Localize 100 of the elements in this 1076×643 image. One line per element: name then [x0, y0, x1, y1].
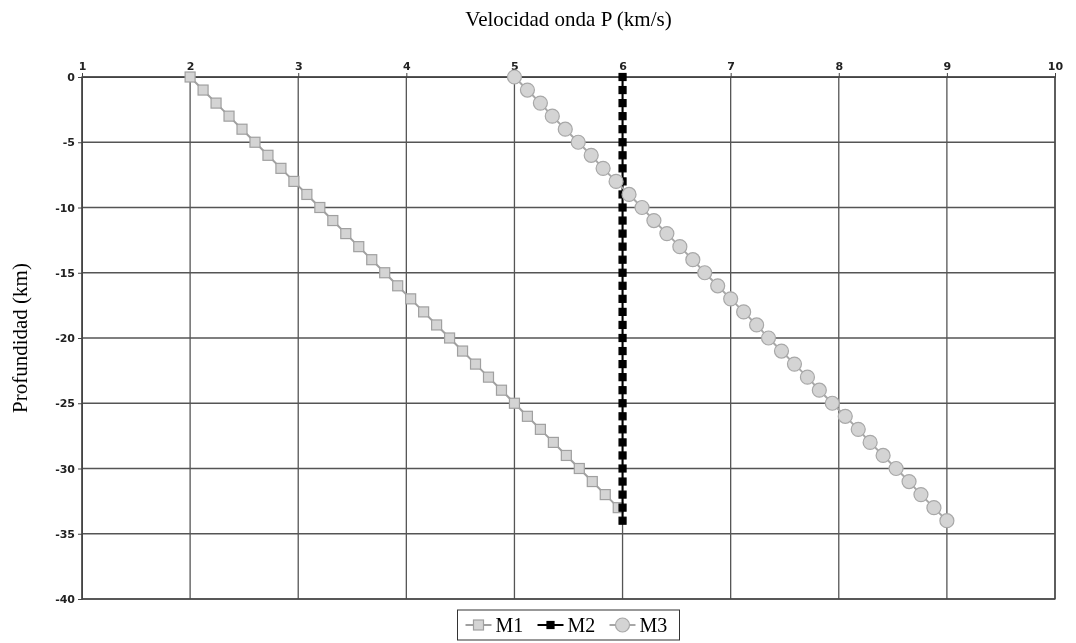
- point: [618, 412, 627, 421]
- legend-label: M1: [495, 614, 524, 636]
- point: [723, 291, 739, 307]
- y-tick-label: -35: [55, 527, 75, 541]
- point: [618, 242, 627, 251]
- y-tick-label: -40: [55, 593, 76, 607]
- point: [288, 175, 300, 187]
- point: [431, 319, 443, 331]
- point: [519, 82, 536, 98]
- point: [583, 147, 599, 163]
- point: [939, 513, 955, 529]
- point: [547, 436, 559, 448]
- point: [618, 438, 627, 447]
- point: [697, 265, 713, 281]
- point: [608, 173, 624, 189]
- point: [618, 268, 627, 277]
- point: [888, 460, 904, 477]
- point: [379, 267, 391, 279]
- point: [560, 449, 572, 462]
- point: [618, 399, 627, 408]
- point: [618, 307, 627, 316]
- point: [618, 477, 627, 486]
- point: [418, 306, 430, 318]
- x-tick-label: 3: [294, 60, 303, 73]
- point: [618, 72, 627, 82]
- point: [521, 410, 534, 422]
- point: [618, 490, 627, 499]
- point: [618, 216, 627, 225]
- point: [532, 95, 548, 111]
- x-tick-label: 2: [186, 60, 195, 73]
- point: [262, 149, 274, 161]
- point: [672, 239, 688, 255]
- point: [197, 84, 209, 96]
- point: [210, 97, 222, 109]
- x-tick-label: 9: [943, 60, 952, 73]
- point: [544, 108, 560, 124]
- x-tick-label: 4: [403, 60, 412, 73]
- point: [786, 356, 803, 372]
- point: [340, 228, 352, 240]
- point: [618, 373, 627, 382]
- point: [659, 226, 675, 242]
- point: [760, 330, 777, 346]
- point: [236, 123, 248, 135]
- x-tick-label: 5: [511, 60, 519, 73]
- point: [824, 395, 840, 411]
- y-tick-label: 0: [67, 71, 76, 85]
- point: [618, 320, 627, 330]
- point: [618, 125, 627, 134]
- point: [618, 112, 627, 121]
- y-tick-label: -15: [55, 266, 75, 280]
- point: [506, 69, 523, 85]
- point: [534, 423, 546, 435]
- point: [275, 162, 287, 174]
- point: [618, 151, 627, 160]
- y-tick-label: -25: [55, 397, 75, 411]
- point: [634, 199, 650, 216]
- point: [850, 421, 866, 437]
- point: [618, 464, 627, 473]
- point: [811, 382, 827, 398]
- point: [618, 281, 627, 290]
- point: [913, 487, 929, 503]
- point: [557, 121, 573, 137]
- point: [837, 408, 853, 424]
- point: [646, 212, 662, 229]
- point: [595, 160, 611, 176]
- point: [482, 371, 495, 383]
- point: [618, 99, 627, 108]
- point: [618, 294, 627, 303]
- point: [618, 203, 627, 212]
- point: [573, 462, 585, 475]
- point: [618, 333, 627, 343]
- point: [736, 304, 752, 320]
- y-tick-label: -5: [62, 136, 75, 150]
- legend-label: M3: [639, 614, 668, 636]
- point: [749, 317, 765, 333]
- x-tick-label: 7: [727, 60, 735, 73]
- point: [508, 397, 521, 409]
- point: [618, 229, 627, 238]
- point: [901, 473, 917, 490]
- point: [405, 293, 417, 305]
- x-axis-title: Velocidad onda P (km/s): [465, 7, 672, 31]
- point: [599, 489, 611, 501]
- point: [570, 134, 586, 150]
- point: [773, 343, 790, 359]
- y-tick-label: -20: [55, 332, 76, 346]
- point: [249, 136, 261, 148]
- point: [223, 110, 235, 122]
- y-tick-label: -10: [55, 201, 76, 215]
- point: [353, 241, 365, 253]
- point: [469, 358, 482, 370]
- point: [392, 280, 404, 292]
- point: [618, 85, 627, 95]
- point: [366, 254, 378, 266]
- point: [456, 345, 469, 357]
- point: [327, 214, 339, 227]
- x-tick-label: 6: [619, 60, 628, 73]
- point: [495, 384, 508, 396]
- y-axis-title: Profundidad (km): [8, 263, 32, 413]
- point: [586, 475, 598, 488]
- y-tick-label: -30: [55, 462, 76, 476]
